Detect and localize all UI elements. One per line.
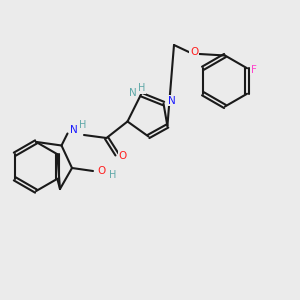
Text: N: N	[129, 88, 136, 98]
Text: N: N	[168, 95, 176, 106]
Text: O: O	[190, 47, 198, 58]
Text: O: O	[97, 166, 105, 176]
Text: H: H	[79, 119, 86, 130]
Text: F: F	[251, 65, 256, 75]
Text: N: N	[70, 124, 77, 135]
Text: H: H	[138, 83, 145, 94]
Text: H: H	[109, 170, 116, 181]
Text: O: O	[119, 151, 127, 161]
